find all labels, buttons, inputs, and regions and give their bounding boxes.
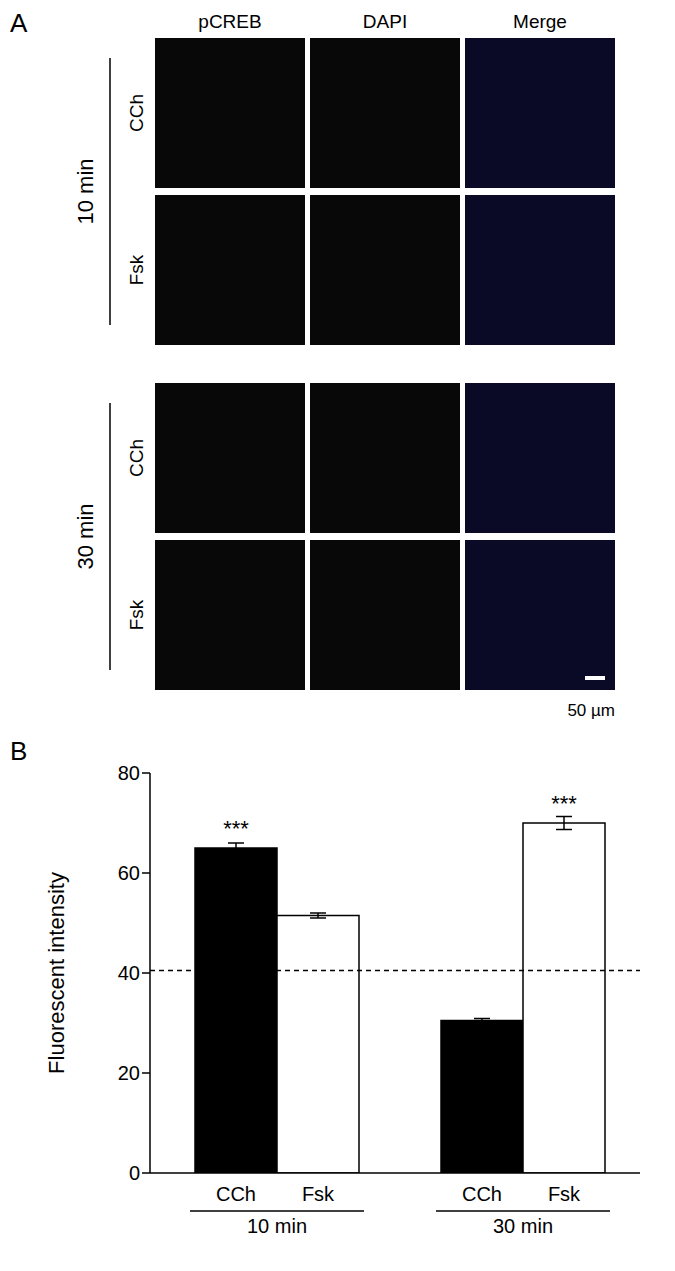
svg-text:pCREB: pCREB [198, 11, 261, 32]
svg-text:60: 60 [118, 862, 140, 884]
svg-text:A: A [10, 8, 28, 38]
svg-text:CCh: CCh [126, 94, 147, 132]
svg-text:80: 80 [118, 762, 140, 784]
html-text:B: B [10, 736, 28, 766]
svg-text:Merge: Merge [513, 11, 567, 32]
svg-text:10 min: 10 min [247, 1215, 307, 1237]
svg-text:CCh: CCh [216, 1183, 256, 1205]
svg-text:30 min: 30 min [493, 1215, 553, 1237]
svg-text:0: 0 [129, 1162, 140, 1184]
svg-text:Fsk: Fsk [126, 254, 147, 285]
svg-text:10 min: 10 min [73, 158, 98, 224]
svg-text:Fsk: Fsk [126, 599, 147, 630]
svg-text:CCh: CCh [462, 1183, 502, 1205]
svg-text:Fluorescent intensity: Fluorescent intensity [44, 872, 69, 1074]
svg-text:***: *** [551, 791, 577, 816]
svg-text:30 min: 30 min [73, 503, 98, 569]
svg-text:Fsk: Fsk [302, 1183, 335, 1205]
svg-text:50 µm: 50 µm [567, 701, 615, 720]
svg-text:20: 20 [118, 1062, 140, 1084]
svg-text:40: 40 [118, 962, 140, 984]
svg-text:DAPI: DAPI [363, 11, 407, 32]
svg-text:CCh: CCh [126, 439, 147, 477]
svg-text:Fsk: Fsk [548, 1183, 581, 1205]
svg-text:***: *** [223, 816, 249, 841]
